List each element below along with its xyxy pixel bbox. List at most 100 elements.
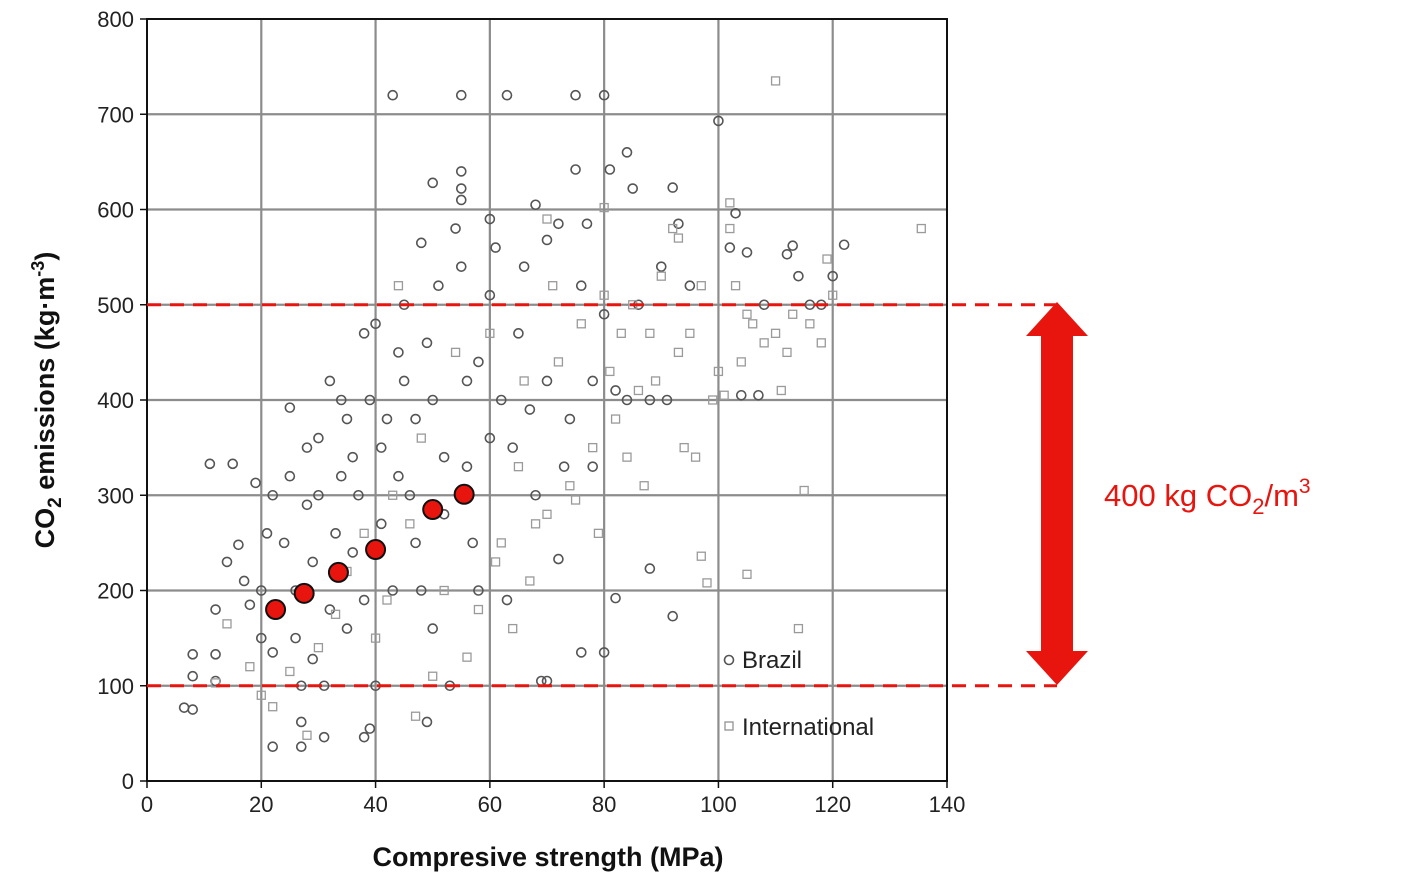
data-point-brazil <box>301 442 313 453</box>
data-point-brazil <box>427 177 439 189</box>
data-point-brazil <box>267 741 279 753</box>
data-point-brazil <box>741 247 753 258</box>
data-point-brazil <box>410 413 421 425</box>
legend-label-international: International <box>742 714 874 741</box>
data-point-international <box>330 609 341 619</box>
data-point-brazil <box>501 89 513 101</box>
data-point-international <box>222 619 232 629</box>
data-point-brazil <box>530 199 541 211</box>
data-point-international <box>702 578 712 588</box>
data-point-brazil <box>347 451 359 463</box>
data-point-brazil <box>455 89 467 101</box>
data-point-international <box>816 338 826 348</box>
data-point-brazil <box>387 89 399 101</box>
data-point-international <box>513 462 524 472</box>
data-point-international <box>805 319 815 329</box>
data-point-brazil <box>341 623 353 634</box>
data-point-international <box>742 569 752 579</box>
data-point-international <box>742 309 752 319</box>
data-point-brazil <box>455 183 467 194</box>
data-point-brazil <box>375 518 387 530</box>
data-point-international <box>245 662 255 672</box>
data-point-brazil <box>307 653 319 665</box>
data-point-highlight <box>365 539 387 561</box>
data-point-international <box>450 347 461 358</box>
data-point-brazil <box>438 451 450 463</box>
data-point-international <box>656 271 666 281</box>
data-point-brazil <box>461 375 473 387</box>
data-point-brazil <box>421 716 433 728</box>
data-point-brazil <box>553 553 564 565</box>
data-point-brazil <box>255 632 267 644</box>
data-point-brazil <box>570 164 581 175</box>
data-point-brazil <box>278 537 290 549</box>
data-point-brazil <box>335 470 347 482</box>
data-point-brazil <box>313 489 324 501</box>
data-point-brazil <box>307 556 319 568</box>
data-point-brazil <box>415 237 427 249</box>
data-point-international <box>605 366 615 377</box>
data-point-brazil <box>244 599 256 611</box>
data-point-brazil <box>461 461 473 472</box>
data-point-brazil <box>295 741 307 753</box>
x-tick-label: 100 <box>700 792 737 817</box>
y-tick-label: 600 <box>97 198 134 223</box>
data-point-international <box>542 509 552 519</box>
legend: Brazil International <box>723 647 874 741</box>
data-point-brazil <box>381 413 393 425</box>
data-point-brazil <box>410 537 421 549</box>
data-point-brazil <box>255 585 267 596</box>
y-tick-label: 300 <box>97 483 134 508</box>
data-point-brazil <box>398 375 410 387</box>
data-point-international <box>736 357 746 367</box>
y-tick-label: 200 <box>97 579 134 604</box>
data-point-international <box>696 551 706 561</box>
data-point-brazil <box>204 458 216 470</box>
data-point-international <box>473 604 484 615</box>
data-point-brazil <box>495 394 507 406</box>
y-axis-title-sup: -3 <box>28 261 48 277</box>
data-point-brazil <box>564 413 576 425</box>
data-point-international <box>828 290 838 300</box>
data-point-international <box>822 254 832 264</box>
y-tick-label: 0 <box>122 769 134 794</box>
x-tick-label: 40 <box>363 792 387 817</box>
data-point-international <box>799 485 809 496</box>
data-point-brazil <box>450 223 461 234</box>
data-point-brazil <box>421 337 433 349</box>
data-point-brazil <box>598 89 610 101</box>
data-point-brazil <box>598 647 610 658</box>
data-point-international <box>633 385 644 396</box>
data-point-brazil <box>713 115 724 127</box>
legend-label-brazil: Brazil <box>742 647 802 674</box>
data-point-brazil <box>570 89 581 101</box>
data-point-brazil <box>787 240 799 251</box>
data-point-international <box>770 328 781 338</box>
data-point-brazil <box>484 432 496 444</box>
data-point-highlight <box>327 561 349 583</box>
legend-marker-brazil <box>723 654 735 666</box>
data-point-international <box>302 730 312 740</box>
data-point-international <box>382 595 392 605</box>
data-point-international <box>548 281 558 291</box>
x-axis-title: Compresive strength (MPa) <box>372 842 723 872</box>
data-point-brazil <box>644 563 656 574</box>
data-point-brazil <box>558 461 570 472</box>
y-tick-label: 800 <box>97 7 134 32</box>
data-point-international <box>759 338 769 348</box>
data-point-brazil <box>427 394 439 406</box>
data-point-brazil <box>473 356 484 368</box>
grid-lines <box>147 19 947 781</box>
data-point-brazil <box>524 404 536 415</box>
data-point-international <box>610 414 621 424</box>
y-tick-label: 700 <box>97 102 134 127</box>
data-point-international <box>256 690 266 700</box>
data-point-international <box>690 452 701 462</box>
data-point-international <box>485 328 495 338</box>
data-point-international <box>393 281 404 291</box>
data-point-brazil <box>358 594 370 606</box>
data-point-international <box>616 328 626 338</box>
data-point-international <box>576 319 586 329</box>
data-point-international <box>673 233 684 243</box>
